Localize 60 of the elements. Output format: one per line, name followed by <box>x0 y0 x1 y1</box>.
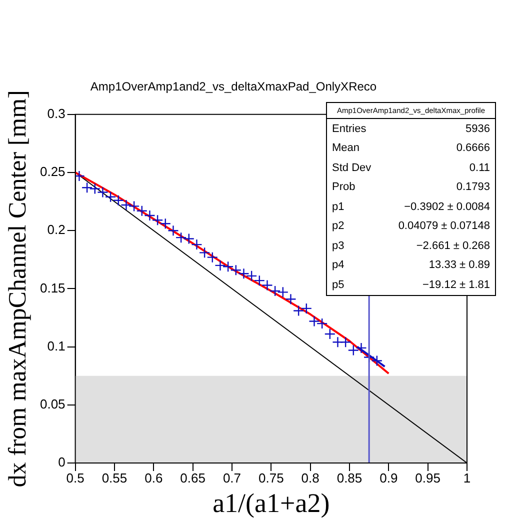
annotation: Std Dev <box>332 162 372 174</box>
y-tick-label: 0.2 <box>47 222 66 238</box>
annotation: p5 <box>332 278 344 291</box>
annotation: 5936 <box>466 122 490 135</box>
chart-title: Amp1OverAmp1and2_vs_deltaXmaxPad_OnlyXReco <box>90 80 377 94</box>
x-tick-label: 0.55 <box>102 470 128 486</box>
point <box>332 336 344 348</box>
annotation: 13.33 ± 0.89 <box>428 259 490 272</box>
point <box>285 294 296 305</box>
x-tick-label: 0.85 <box>336 470 362 486</box>
x-tick-label: 0.6 <box>144 470 163 486</box>
point <box>160 218 171 230</box>
point <box>324 328 336 340</box>
x-tick-label: 0.95 <box>415 470 440 486</box>
annotation: p2 <box>332 220 344 232</box>
annotation: −19.12 ± 1.81 <box>422 278 490 291</box>
text: 0.11 <box>469 162 490 174</box>
point <box>371 355 383 366</box>
y-tick-label: 0.05 <box>40 396 66 412</box>
point <box>340 336 352 348</box>
annotation: −2.661 ± 0.268 <box>416 240 490 252</box>
point <box>222 261 234 272</box>
annotation: Mean <box>332 142 360 154</box>
x-tick-label: 0.8 <box>301 470 320 486</box>
point <box>238 268 250 280</box>
annotation: 0.1793 <box>456 181 490 194</box>
annotation: p1 <box>332 200 344 213</box>
point <box>168 225 179 236</box>
y-axis-title: dx from maxAmpChannel Center [mm] <box>4 90 32 488</box>
annotation: p4 <box>332 259 344 272</box>
annotation: Prob <box>332 181 356 194</box>
point <box>75 170 85 182</box>
point <box>292 305 304 316</box>
y-tick-label: 0 <box>58 454 66 470</box>
x-tick-label: 1 <box>463 470 471 486</box>
point <box>214 260 226 272</box>
y-tick-label: 0.25 <box>40 164 66 180</box>
point <box>230 264 242 276</box>
point <box>277 286 288 298</box>
x-tick-label: 0.65 <box>180 470 206 486</box>
annotation: 0.04079 ± 0.07148 <box>398 220 490 232</box>
x-tick-label: 0.75 <box>258 470 284 486</box>
annotation: −0.3902 ± 0.0084 <box>404 200 490 213</box>
point <box>308 316 320 327</box>
annotation: p3 <box>332 240 344 252</box>
point <box>89 183 100 194</box>
y-tick-label: 0.1 <box>47 338 66 354</box>
point <box>300 302 312 314</box>
x-tick-label: 0.7 <box>222 470 242 486</box>
annotation: 0.6666 <box>456 142 490 154</box>
x-tick-label: 0.5 <box>66 470 84 486</box>
point <box>81 182 93 194</box>
point <box>348 344 360 356</box>
y-tick-label: 0.3 <box>47 106 66 121</box>
x-axis-title: a1/(a1+a2) <box>212 488 330 518</box>
annotation: Entries <box>332 122 366 135</box>
y-tick-label: 0.15 <box>40 280 66 296</box>
point <box>316 318 328 330</box>
x-tick-label: 0.9 <box>380 470 398 486</box>
point <box>175 232 187 244</box>
